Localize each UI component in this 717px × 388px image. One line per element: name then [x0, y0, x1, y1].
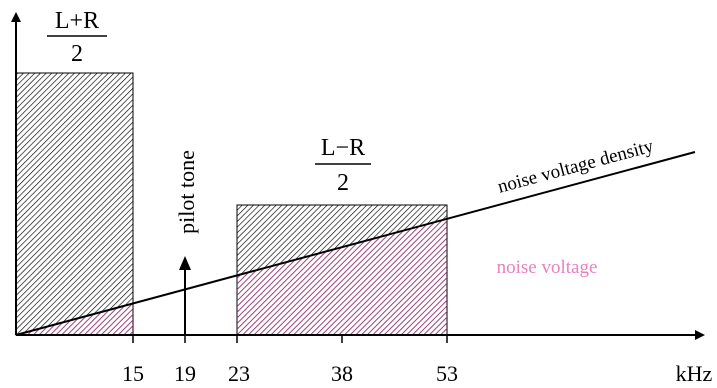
tick-label-19: 19	[174, 361, 196, 386]
lr-sum-label: L+R 2	[47, 8, 107, 67]
lr-diff-denominator: 2	[337, 170, 349, 196]
lr-diff-label: L−R 2	[315, 135, 371, 196]
noise-voltage-label: noise voltage	[497, 257, 598, 278]
tick-label-38: 38	[331, 361, 353, 386]
lr-diff-noise-region	[237, 220, 447, 335]
tick-label-15: 15	[122, 361, 144, 386]
lr-sum-band	[15, 72, 134, 336]
tick-label-23: 23	[228, 361, 250, 386]
lr-diff-numerator: L−R	[321, 135, 365, 161]
tick-label-53: 53	[436, 361, 458, 386]
noise-density-line	[15, 151, 696, 336]
x-axis-unit-label: kHz	[676, 361, 713, 386]
lr-diff-band	[236, 204, 448, 336]
lr-sum-denominator: 2	[71, 41, 83, 67]
pilot-tone-label: pilot tone	[174, 150, 199, 234]
noise-density-label: noise voltage density	[495, 136, 656, 198]
pilot-tone-arrowhead	[179, 256, 191, 270]
lr-sum-numerator: L+R	[55, 8, 99, 34]
lr-sum-black-region	[15, 72, 134, 336]
